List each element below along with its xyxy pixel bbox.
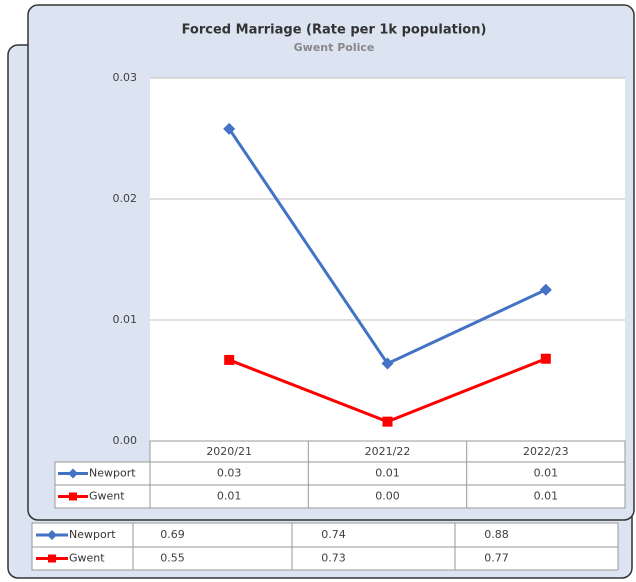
y-tick-label: 0.03 xyxy=(113,71,138,84)
value-label: 0.01 xyxy=(217,490,242,503)
table-value: 0.77 xyxy=(484,552,509,565)
y-tick-label: 0.01 xyxy=(113,313,138,326)
y-tick-label: 0.02 xyxy=(113,192,138,205)
marker xyxy=(382,416,393,427)
legend-marker xyxy=(47,530,57,540)
legend-label: Gwent xyxy=(89,490,125,503)
value-label: 0.00 xyxy=(375,490,400,503)
legend-marker xyxy=(68,468,78,479)
value-label: 0.03 xyxy=(217,467,242,480)
x-tick-label: 2021/22 xyxy=(365,445,411,458)
legend-label: Gwent xyxy=(69,552,105,565)
value-label: 0.01 xyxy=(534,490,559,503)
chart-title: Forced Marriage (Rate per 1k population) xyxy=(182,23,487,38)
chart-subtitle: Gwent Police xyxy=(294,41,375,54)
legend-marker xyxy=(69,492,77,501)
table-value: 0.55 xyxy=(160,552,185,565)
marker xyxy=(539,283,552,296)
legend-label: Newport xyxy=(69,528,116,541)
plot-area xyxy=(150,78,625,441)
value-label: 0.01 xyxy=(375,467,400,480)
marker xyxy=(540,353,551,364)
table-value: 0.73 xyxy=(321,552,346,565)
table-value: 0.88 xyxy=(484,528,509,541)
y-tick-label: 0.00 xyxy=(113,434,138,447)
x-tick-label: 2020/21 xyxy=(206,445,252,458)
legend-marker xyxy=(48,554,56,563)
marker xyxy=(381,357,394,370)
marker xyxy=(223,122,236,135)
marker xyxy=(224,354,235,365)
table-value: 0.69 xyxy=(160,528,185,541)
x-tick-label: 2022/23 xyxy=(523,445,569,458)
legend-label: Newport xyxy=(89,467,136,480)
table-value: 0.74 xyxy=(321,528,346,541)
value-label: 0.01 xyxy=(534,467,559,480)
